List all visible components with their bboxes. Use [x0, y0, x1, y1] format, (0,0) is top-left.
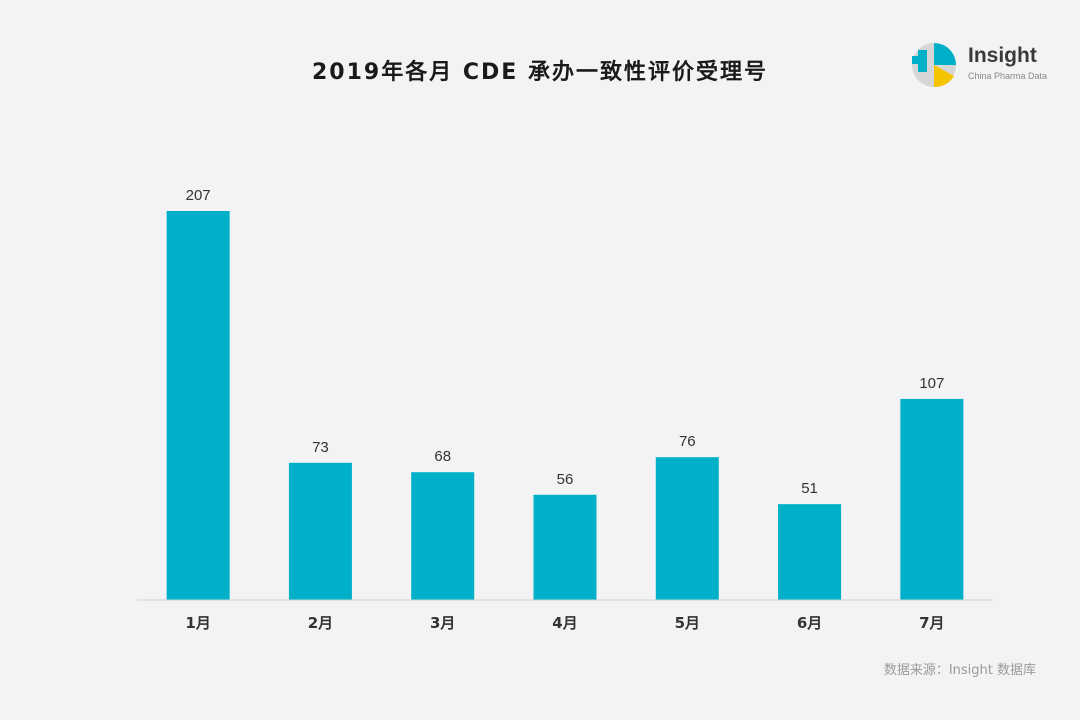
logo-subtitle: China Pharma Data — [968, 71, 1048, 81]
data-label-4: 56 — [557, 471, 574, 488]
bar-2 — [288, 462, 352, 600]
insight-logo: Insight China Pharma Data — [910, 40, 1060, 90]
x-tick-label-1: 1月 — [185, 614, 210, 632]
x-tick-label-6: 6月 — [797, 614, 822, 632]
insight-logo-icon — [912, 43, 956, 88]
bar-1 — [166, 211, 230, 600]
data-source-note: 数据来源：Insight 数据库 — [883, 663, 1036, 678]
data-label-3: 68 — [434, 448, 451, 465]
data-label-1: 207 — [186, 187, 211, 204]
data-label-6: 51 — [801, 480, 818, 497]
x-tick-label-7: 7月 — [919, 614, 944, 632]
x-tick-label-4: 4月 — [552, 614, 577, 632]
bar-5 — [655, 457, 719, 600]
x-tick-label-3: 3月 — [430, 614, 455, 632]
bar-3 — [411, 472, 475, 600]
bar-6 — [778, 504, 842, 600]
data-label-2: 73 — [312, 439, 329, 456]
x-tick-label-2: 2月 — [308, 614, 333, 632]
logo-wordmark: Insight — [968, 44, 1037, 67]
chart-title: 2019年各月 CDE 承办一致性评价受理号 — [312, 60, 768, 85]
bar-7 — [900, 398, 964, 600]
data-label-7: 107 — [919, 375, 944, 392]
x-tick-label-5: 5月 — [675, 614, 700, 632]
bar-4 — [533, 494, 597, 600]
data-label-5: 76 — [679, 433, 696, 450]
